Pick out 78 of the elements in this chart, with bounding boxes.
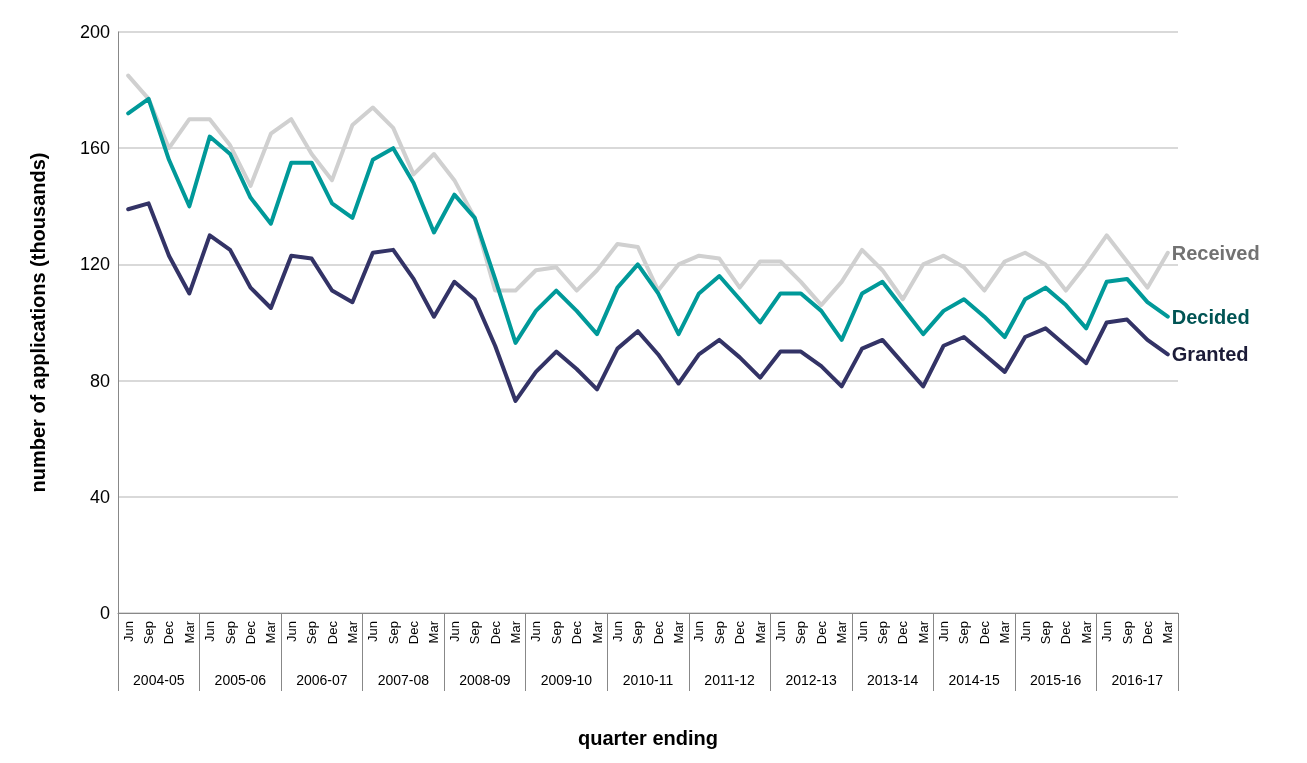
x-tick-label: Jun [283,621,299,642]
x-tick-label: Dec [895,620,911,645]
text: 2014-15 [948,672,1001,688]
y-tick-label: 40 [89,486,110,507]
x-tick-label: Mar [997,620,1013,644]
text: 2006-07 [296,672,348,688]
x-tick-label: Dec [1058,620,1074,645]
x-tick-label: Jun [609,621,625,642]
x-tick-label: Mar [752,620,768,644]
y-tick-label: 120 [79,254,110,275]
text: 2013-14 [866,672,919,688]
x-tick-label: Dec [569,620,585,645]
x-tick-label: Jun [854,621,870,642]
x-tick-label: Sep [222,621,238,645]
x-tick-label: Dec [732,620,748,645]
text: 2009-10 [540,672,593,688]
x-tick-label: Sep [630,621,646,645]
x-tick-label: Dec [976,620,992,645]
series-label: Granted [1171,343,1249,366]
x-tick-label: Jun [120,621,136,642]
x-tick-label: Mar [426,620,442,644]
y-tick-label: 200 [79,22,110,42]
text: 2010-11 [622,672,674,688]
text: 2012-13 [785,672,837,688]
x-tick-label: Sep [467,621,483,645]
series-label: Received [1171,241,1260,264]
x-tick-label: Sep [548,621,564,645]
x-tick-label: Dec [1139,620,1155,645]
text: 2007-08 [377,672,430,688]
line-series [126,96,1170,345]
x-tick-label: Sep [385,621,401,645]
x-tick-label: Mar [508,620,523,644]
series-label: Decided [1171,305,1250,328]
x-tick-label: Dec [161,620,177,645]
x-tick-label: Jun [202,621,218,642]
y-tick-label: 0 [99,603,110,623]
x-tick-label: Jun [528,621,544,642]
x-tick-label: Dec [406,620,422,645]
x-tick-label: Jun [446,621,462,642]
x-tick-label: Jun [691,621,707,642]
x-tick-label: Mar [834,620,850,644]
x-tick-label: Dec [243,620,258,645]
x-tick-label: Mar [1160,620,1176,644]
line-series [126,201,1170,403]
x-tick-label: Mar [181,620,197,644]
text: 2004-05 [133,672,185,688]
x-tick-label: Jun [1017,621,1033,642]
x-tick-label: Sep [1038,621,1053,645]
x-tick-label: Sep [711,621,727,645]
y-axis-title: number of applications (thousands) [27,152,49,493]
x-tick-label: Mar [344,620,360,644]
x-tick-label: Sep [793,621,809,645]
text: 2008-09 [459,672,511,688]
x-tick-label: Dec [650,620,666,645]
text: 2011-12 [704,672,755,688]
x-tick-label: Jun [365,621,381,642]
x-tick-label: Mar [915,620,931,644]
x-tick-label: Jun [1099,621,1115,642]
text: 2015-16 [1030,672,1082,688]
x-tick-label: Jun [773,621,788,642]
x-tick-label: Dec [324,620,340,645]
text: 2016-17 [1111,672,1164,688]
y-tick-label: 160 [79,138,110,159]
x-tick-label: Sep [304,621,320,645]
x-tick-label: Dec [813,620,829,645]
text: 2005-06 [214,672,267,688]
x-tick-label: Mar [671,620,687,644]
x-tick-label: Mar [589,620,605,644]
x-tick-label: Jun [936,621,952,642]
x-tick-label: Mar [1078,620,1094,644]
x-tick-label: Sep [141,621,157,645]
x-axis-title: quarter ending [577,727,719,749]
x-tick-label: Sep [874,621,890,645]
y-tick-label: 80 [89,370,110,391]
x-tick-label: Sep [1119,621,1135,645]
x-tick-label: Sep [956,621,972,645]
x-tick-label: Mar [263,620,279,644]
x-tick-label: Dec [487,620,503,645]
